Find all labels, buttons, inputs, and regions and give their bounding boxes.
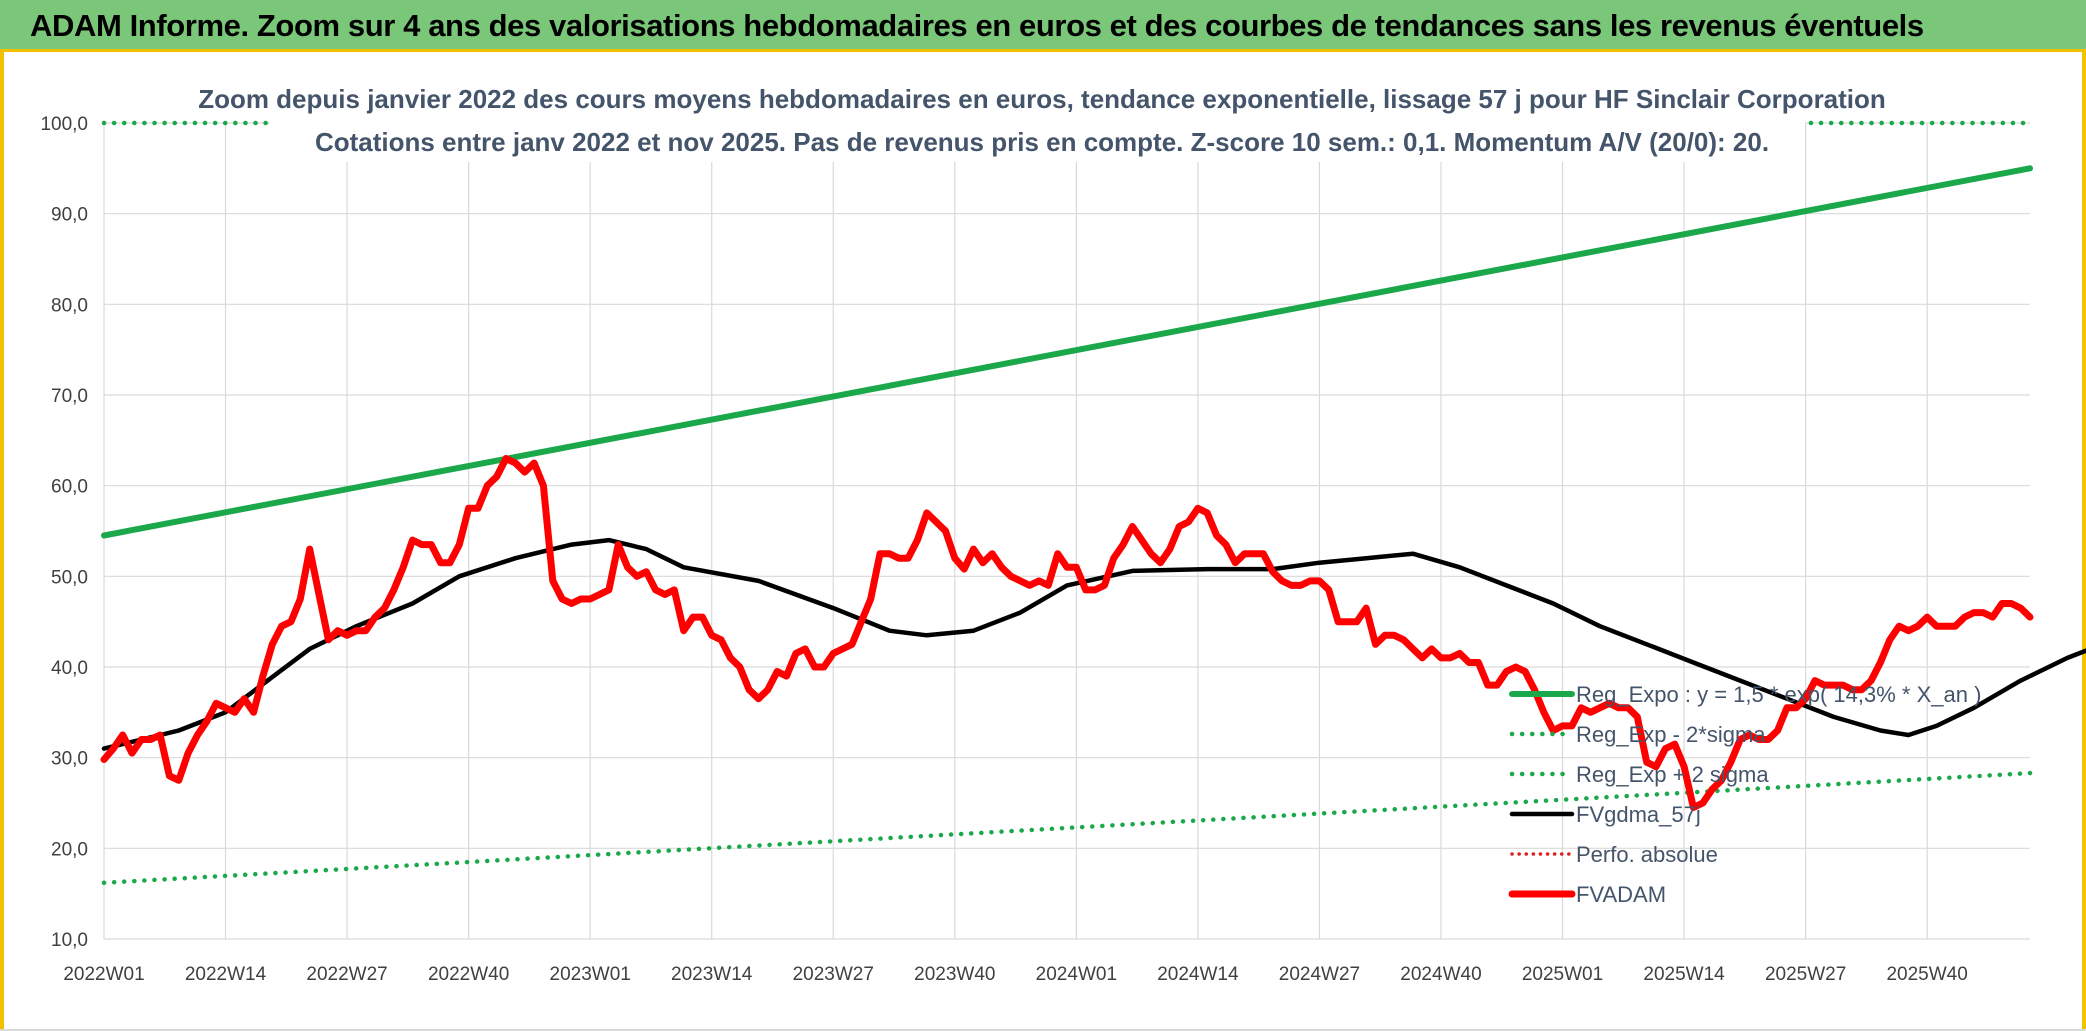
- x-tick-label: 2022W40: [428, 964, 509, 985]
- y-tick-label: 40,0: [51, 658, 88, 679]
- right-accent-border: [2082, 52, 2086, 1031]
- y-tick-label: 20,0: [51, 839, 88, 860]
- legend-label: Reg_Exp - 2*sigma: [1576, 722, 1766, 747]
- x-tick-label: 2022W27: [306, 964, 387, 985]
- legend-label: Reg_Exp + 2 sigma: [1576, 762, 1769, 787]
- series-reg-expo: [101, 165, 2033, 539]
- y-tick-label: 30,0: [51, 749, 88, 770]
- series-fvadam: [100, 455, 2034, 811]
- x-tick-label: 2025W40: [1886, 964, 1967, 985]
- x-tick-label: 2024W27: [1279, 964, 1360, 985]
- series-reg-exp-minus-2sigma: [101, 770, 2033, 886]
- series-layer: [100, 120, 2086, 886]
- report-title: ADAM Informe. Zoom sur 4 ans des valoris…: [30, 8, 1924, 43]
- x-tick-label: 2025W27: [1765, 964, 1846, 985]
- x-tick-label: 2023W14: [671, 964, 753, 985]
- x-tick-label: 2023W01: [550, 964, 631, 985]
- y-tick-label: 100,0: [40, 114, 88, 135]
- x-tick-label: 2025W14: [1643, 964, 1725, 985]
- y-tick-label: 50,0: [51, 567, 88, 588]
- left-accent-border: [0, 52, 4, 1031]
- x-tick-label: 2024W14: [1157, 964, 1239, 985]
- axis-layer: 10,0 20,0 30,0 40,0 50,0 60,0 70,0 80,0 90,0 100,…: [40, 114, 1967, 985]
- y-tick-label: 90,0: [51, 205, 88, 226]
- y-tick-label: 80,0: [51, 295, 88, 316]
- legend-label: Reg_Expo : y = 1,5 * exp( 14,3% * X_an ): [1576, 682, 1981, 707]
- y-tick-label: 60,0: [51, 477, 88, 498]
- y-tick-label: 70,0: [51, 386, 88, 407]
- legend: Reg_Expo : y = 1,5 * exp( 14,3% * X_an )…: [1508, 682, 1981, 907]
- bottom-border: [0, 1029, 2086, 1031]
- x-tick-label: 2025W01: [1522, 964, 1603, 985]
- chart-subtitle: Cotations entre janv 2022 et nov 2025. P…: [315, 127, 1769, 157]
- x-tick-label: 2024W40: [1400, 964, 1481, 985]
- grid-layer: [103, 122, 2030, 940]
- x-tick-label: 2022W01: [63, 964, 144, 985]
- x-tick-label: 2023W40: [914, 964, 995, 985]
- header-banner: ADAM Informe. Zoom sur 4 ans des valoris…: [0, 0, 2086, 52]
- legend-label: FVgdma_57j: [1576, 802, 1701, 827]
- x-tick-label: 2022W14: [185, 964, 267, 985]
- x-tick-label: 2024W01: [1036, 964, 1117, 985]
- title-backdrop: [270, 80, 1805, 162]
- legend-label: Perfo. absolue: [1576, 842, 1718, 867]
- x-tick-label: 2023W27: [793, 964, 874, 985]
- y-tick-label: 10,0: [51, 930, 88, 951]
- chart-title: Zoom depuis janvier 2022 des cours moyen…: [198, 84, 1886, 114]
- legend-label: FVADAM: [1576, 882, 1666, 907]
